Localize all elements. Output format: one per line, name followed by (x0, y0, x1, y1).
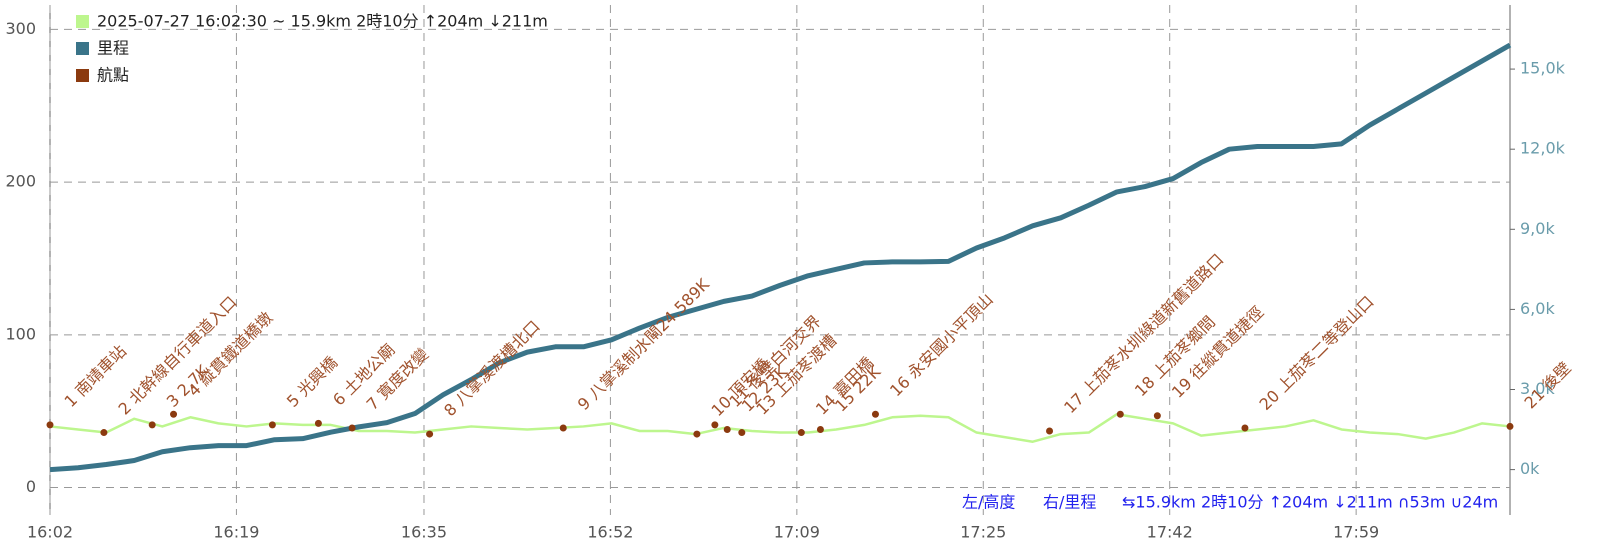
y2-tick-label: 9,0k (1520, 219, 1555, 238)
waypoint (797, 429, 805, 437)
x-tick-label: 17:25 (960, 523, 1006, 542)
y2-tick-label: 3,0k (1520, 379, 1555, 398)
waypoint (1506, 422, 1514, 430)
waypoint (1046, 427, 1054, 435)
waypoint-label: 8 八掌溪渡槽北口 (440, 317, 543, 420)
y-tick-label: 300 (5, 19, 36, 38)
waypoint (348, 424, 356, 432)
y-tick-label: 200 (5, 172, 36, 191)
y2-tick-label: 0k (1520, 459, 1540, 478)
waypoint (426, 430, 434, 438)
x-tick-label: 16:35 (401, 523, 447, 542)
legend-swatch (76, 69, 89, 82)
waypoint (314, 419, 322, 427)
legend-label: 航點 (97, 66, 129, 85)
x-tick-label: 17:59 (1333, 523, 1379, 542)
waypoint (693, 430, 701, 438)
annotation: ⇆15.9km 2時10分 ↑204m ↓211m ∩53m ∪24m (1122, 493, 1498, 512)
waypoint (1153, 412, 1161, 420)
y2-tick-label: 15,0k (1520, 59, 1566, 78)
waypoint-label: 20 上茄苳二等登山口 (1256, 292, 1378, 414)
waypoint (170, 410, 178, 418)
legend-swatch (76, 42, 89, 55)
y2-tick-label: 12,0k (1520, 139, 1566, 158)
waypoint (1116, 410, 1124, 418)
x-tick-label: 17:09 (774, 523, 820, 542)
annotation: 右/里程 (1043, 493, 1096, 512)
y-tick-label: 0 (26, 477, 36, 496)
line (49, 412, 1511, 443)
y-tick-label: 100 (5, 324, 36, 343)
waypoint (723, 425, 731, 433)
waypoint (1241, 424, 1249, 432)
legend-label: 里程 (97, 39, 129, 58)
waypoint (871, 410, 879, 418)
waypoint (46, 421, 54, 429)
waypoint (559, 424, 567, 432)
waypoint (148, 421, 156, 429)
waypoint (100, 429, 108, 437)
legend-label: 2025-07-27 16:02:30 ~ 15.9km 2時10分 ↑204m… (97, 12, 548, 31)
x-tick-label: 16:02 (27, 523, 73, 542)
x-tick-label: 16:52 (587, 523, 633, 542)
waypoint (738, 429, 746, 437)
waypoint (816, 425, 824, 433)
x-tick-label: 17:42 (1147, 523, 1193, 542)
legend-swatch (76, 15, 89, 28)
waypoint (711, 421, 719, 429)
x-tick-label: 16:19 (213, 523, 259, 542)
annotation: 左/高度 (962, 493, 1015, 512)
waypoint-label: 5 光興橋 (283, 353, 341, 411)
y2-tick-label: 6,0k (1520, 299, 1555, 318)
line (49, 42, 1512, 473)
waypoint-label: 16 永安國小平頂山 (886, 290, 997, 401)
waypoint (268, 421, 276, 429)
